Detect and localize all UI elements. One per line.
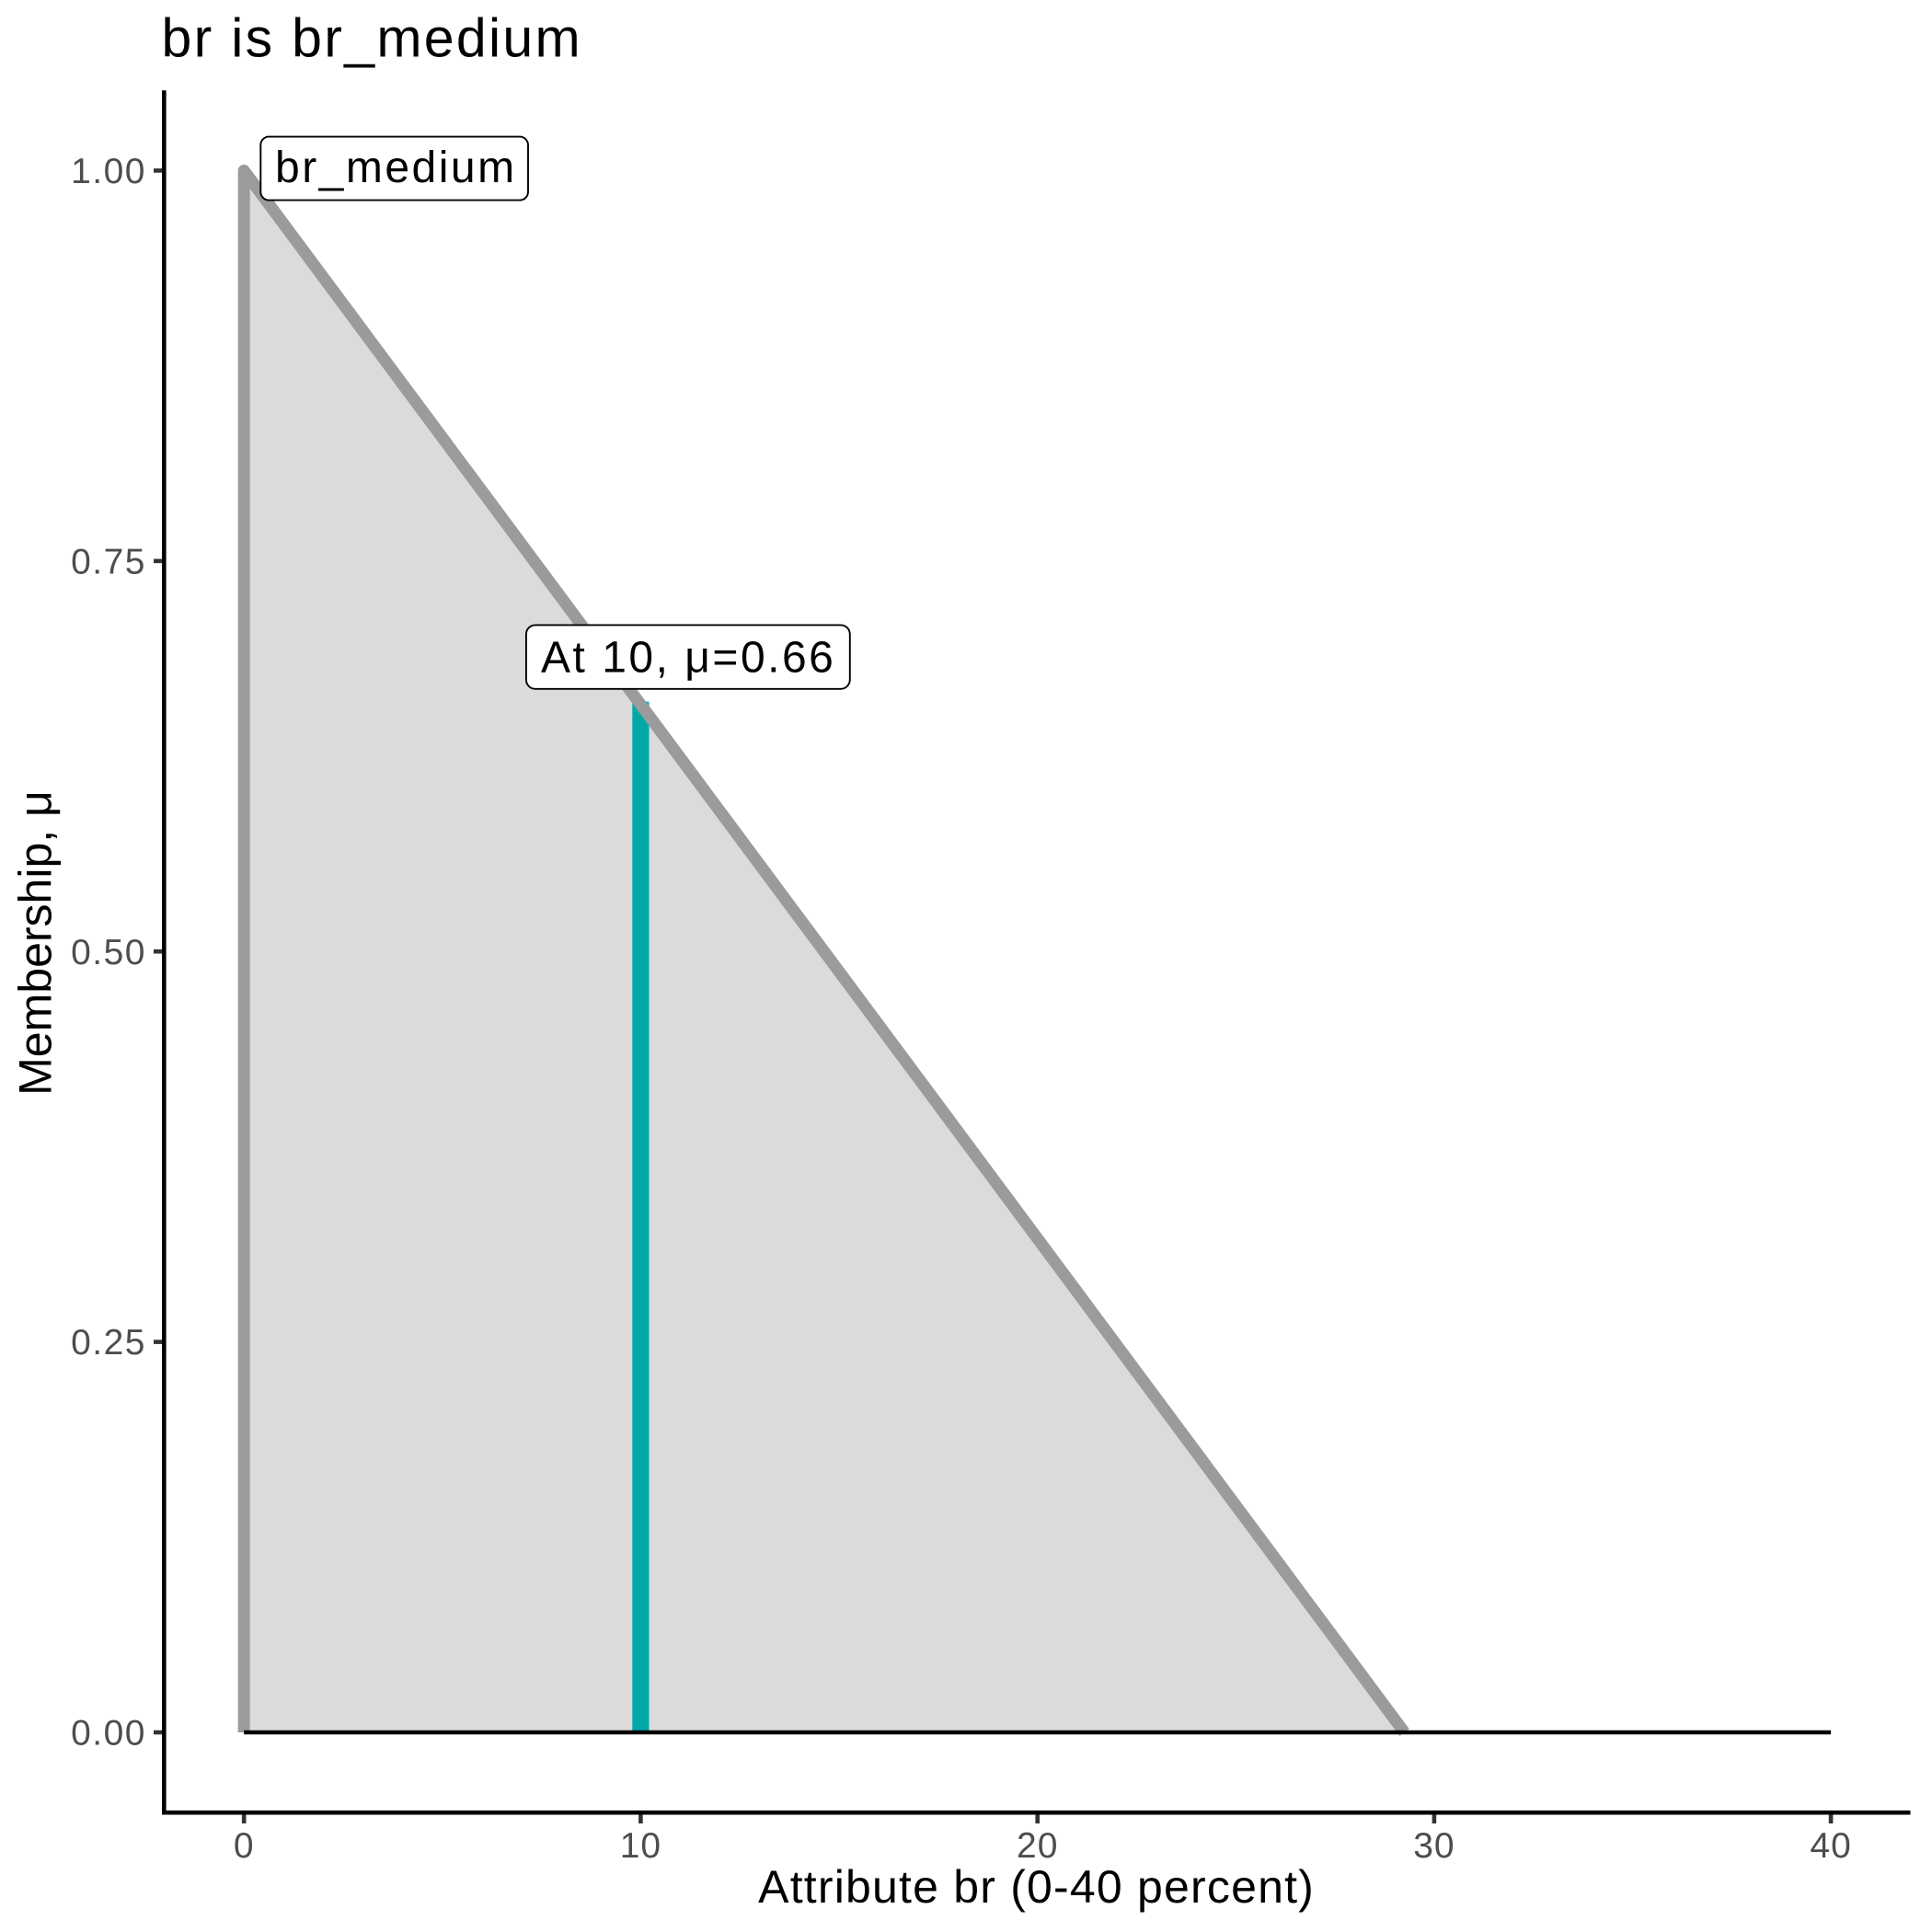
svg-text:0.75: 0.75 xyxy=(71,542,146,581)
svg-text:1.00: 1.00 xyxy=(71,152,146,191)
svg-text:br_medium: br_medium xyxy=(275,144,517,192)
svg-text:40: 40 xyxy=(1810,1826,1851,1866)
svg-text:0: 0 xyxy=(234,1826,255,1866)
svg-text:br is br_medium: br is br_medium xyxy=(162,8,582,69)
svg-text:30: 30 xyxy=(1413,1826,1455,1866)
svg-text:0.50: 0.50 xyxy=(71,933,146,972)
svg-text:0.25: 0.25 xyxy=(71,1323,146,1363)
svg-text:10: 10 xyxy=(620,1826,661,1866)
svg-text:20: 20 xyxy=(1017,1826,1058,1866)
svg-text:Membership, μ: Membership, μ xyxy=(10,790,62,1096)
svg-text:At 10, μ=0.66: At 10, μ=0.66 xyxy=(541,634,835,683)
svg-text:0.00: 0.00 xyxy=(71,1714,146,1754)
svg-text:Attribute br (0-40 percent): Attribute br (0-40 percent) xyxy=(758,1861,1315,1913)
